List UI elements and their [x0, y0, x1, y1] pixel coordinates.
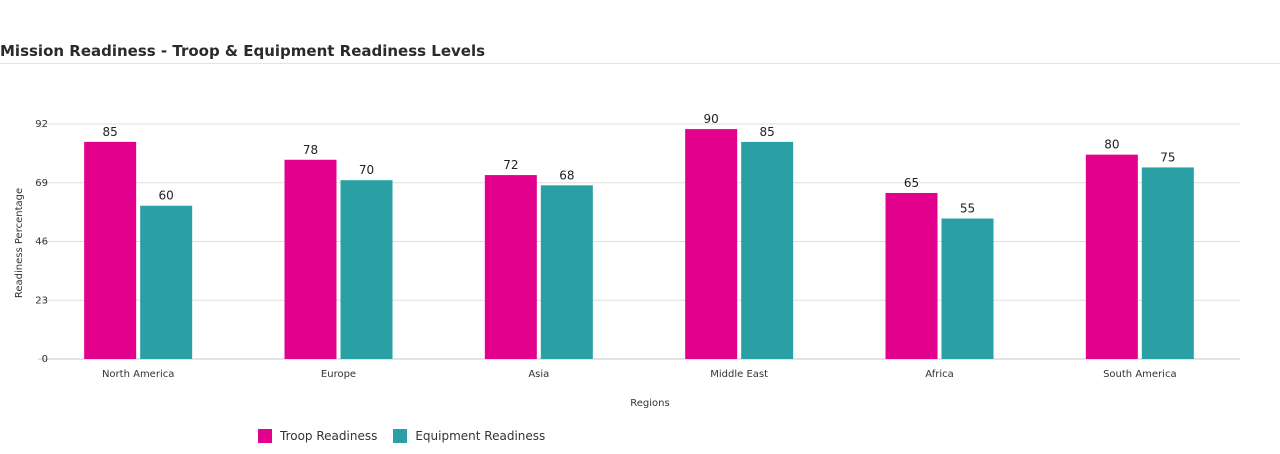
legend-label-troop: Troop Readiness: [280, 429, 378, 443]
title-divider: [0, 63, 1280, 64]
bar-troop[interactable]: [885, 192, 938, 359]
legend-swatch-troop: [258, 429, 272, 443]
chart-title: Mission Readiness - Troop & Equipment Re…: [0, 42, 486, 60]
legend-item-troop[interactable]: Troop Readiness: [258, 429, 377, 443]
data-label: 90: [704, 112, 719, 126]
bar-troop[interactable]: [685, 129, 738, 359]
bar-equipment[interactable]: [941, 218, 994, 359]
bar-troop[interactable]: [284, 159, 337, 359]
y-axis-title: Readiness Percentage: [14, 188, 25, 298]
bar-equipment[interactable]: [540, 185, 593, 359]
bar-equipment[interactable]: [1141, 167, 1194, 359]
legend-swatch-equipment: [393, 429, 408, 443]
data-label: 60: [159, 189, 174, 203]
y-tick-label: 92: [35, 119, 48, 130]
bar-troop[interactable]: [84, 141, 137, 359]
data-label: 80: [1104, 138, 1119, 152]
x-tick-label: Africa: [925, 369, 954, 380]
data-label: 65: [904, 176, 919, 190]
x-axis-title: Regions: [630, 398, 669, 409]
data-label: 85: [760, 125, 775, 139]
x-tick-label: North America: [102, 369, 174, 380]
x-tick-label: South America: [1103, 369, 1177, 380]
y-tick-label: 46: [35, 237, 48, 248]
y-tick-label: 69: [35, 178, 48, 189]
bar-equipment[interactable]: [140, 205, 193, 359]
bar-troop[interactable]: [1085, 154, 1138, 359]
y-tick-label: 0: [42, 354, 48, 365]
data-label: 55: [960, 202, 975, 216]
data-label: 70: [359, 163, 374, 177]
x-tick-label: Asia: [528, 369, 549, 380]
bar-troop[interactable]: [484, 175, 537, 359]
data-label: 68: [559, 168, 574, 182]
x-tick-label: Europe: [321, 369, 356, 380]
data-label: 72: [503, 158, 518, 172]
x-tick-label: Middle East: [710, 369, 768, 380]
data-label: 85: [103, 125, 118, 139]
bar-equipment[interactable]: [340, 180, 393, 359]
legend-label-equipment: Equipment Readiness: [415, 429, 546, 443]
data-label: 78: [303, 143, 318, 157]
bar-equipment[interactable]: [741, 141, 794, 359]
data-label: 75: [1160, 150, 1175, 164]
legend-item-equipment[interactable]: Equipment Readiness: [393, 429, 545, 443]
y-tick-label: 23: [35, 295, 48, 306]
chart-legend: Troop Readiness Equipment Readiness: [258, 429, 561, 443]
